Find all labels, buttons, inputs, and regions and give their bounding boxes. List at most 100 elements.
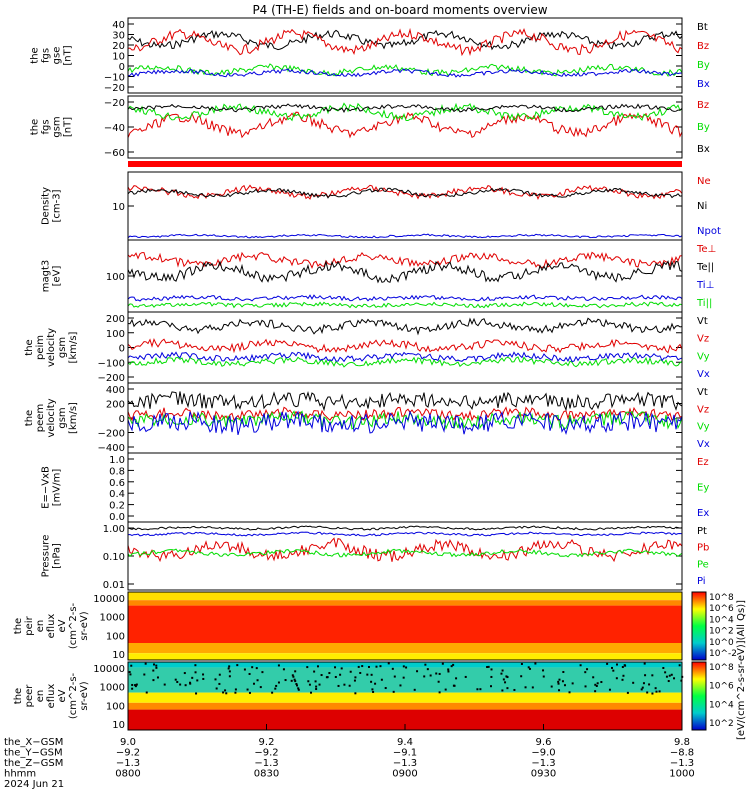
peer-speckle (563, 684, 566, 687)
peer-speckle (405, 666, 408, 669)
peer-ytick-label: 10 (112, 720, 125, 731)
peim-ylabel-line: [km/s] (68, 331, 79, 363)
peim-series-green (127, 356, 683, 368)
peer-speckle (502, 678, 505, 681)
peer-speckle (380, 678, 383, 681)
peim-legend-red: Vz (697, 334, 709, 345)
peer-speckle (612, 669, 615, 672)
temp-ylabel-line: magt3 (41, 260, 52, 293)
peer-speckle (371, 688, 374, 691)
peim-ylabel-line: peim (35, 335, 46, 360)
peer-speckle (248, 672, 251, 675)
peer-speckle (366, 673, 369, 676)
peer-ylabel: the peer en eflux eV (cm^2-s-sr-eV) (13, 672, 90, 719)
peer-band (128, 692, 682, 703)
peer-speckle (490, 675, 493, 678)
peer-speckle (282, 668, 285, 671)
peer-speckle (384, 687, 387, 690)
fgs_gsm-ylabel-line: fgs (41, 119, 52, 134)
peim-legend-green: Vy (697, 351, 710, 362)
fgs_gse-ytick-label: 10 (112, 52, 125, 63)
peem-series-red (127, 406, 683, 422)
peem-ytick-label: −200 (98, 429, 125, 440)
peer-speckle (307, 680, 310, 683)
temp-legend-red: Te⊥ (696, 244, 716, 255)
temp-ylabel: magt3 [eV] (41, 260, 63, 293)
x-row-label: the_X−GSM (4, 737, 63, 748)
fgs_gse-series-black (127, 29, 683, 51)
efield-ylabel-line: E=−VxB (41, 466, 52, 509)
peer-speckle (392, 690, 395, 693)
peer-speckle (505, 675, 508, 678)
peer-speckle (214, 678, 217, 681)
fgs_gse-ytick-label: −10 (104, 73, 125, 84)
peer-speckle (234, 688, 237, 691)
fgs_gse-ytick-label: 30 (112, 31, 125, 42)
peer-speckle (658, 690, 661, 693)
peim-legend-blue: Vx (697, 369, 710, 380)
peem-ylabel-line: gsm (57, 407, 68, 428)
peir-colorbar-tick: 10^2 (709, 627, 734, 637)
peer-speckle (623, 664, 626, 667)
fgs_gse-legend-red: Bz (697, 41, 709, 52)
peer-speckle (370, 673, 373, 676)
x-tick-value: 9.0 (120, 737, 136, 748)
peer-speckle (435, 672, 438, 675)
peer-speckle (648, 683, 651, 686)
peer-speckle (423, 675, 426, 678)
peer-speckle (562, 671, 565, 674)
peer-speckle (651, 692, 654, 695)
peer-colorbar-tick: 10^8 (709, 663, 734, 673)
x-tick-value: −1.3 (531, 758, 555, 769)
peer-speckle (622, 674, 625, 677)
peer-ytick-label: 10000 (93, 664, 125, 675)
fgs_gse-ylabel: the fgs gse [nT] (30, 45, 74, 65)
peer-speckle (294, 670, 297, 673)
peer-speckle (143, 673, 146, 676)
peer-speckle (455, 677, 458, 680)
fgs_gsm-legend-red: Bz (697, 100, 709, 111)
peer-speckle (196, 679, 199, 682)
peer-speckle (334, 666, 337, 669)
peer-ylabel-line: (cm^2-s- (68, 672, 79, 719)
peer-speckle (134, 684, 137, 687)
efield-ytick-label: 0.6 (109, 478, 125, 489)
fgs_gse-frame (127, 17, 683, 94)
peer-speckle (670, 673, 673, 676)
x-tick-value: −9.2 (116, 748, 140, 759)
peer-speckle (592, 676, 595, 679)
x-tick-value: −9.0 (531, 748, 555, 759)
efield-ytick-label: 1.0 (109, 455, 125, 466)
peer-speckle (413, 688, 416, 691)
peer-speckle (608, 688, 611, 691)
peer-band (128, 667, 682, 693)
fgs_gse-legend-black: Bt (697, 22, 708, 33)
density-series-black (127, 187, 683, 199)
peer-speckle (215, 687, 218, 690)
fgs_gsm-ylabel-line: gsm (52, 116, 63, 137)
peer-colorbar-tick: 10^6 (709, 682, 734, 692)
x-tick-value: 9.8 (674, 737, 690, 748)
peer-speckle (501, 689, 504, 692)
figure-title: P4 (TH-E) fields and on-board moments ov… (252, 3, 547, 17)
x-tick-value: 9.6 (536, 737, 552, 748)
peer-speckle (500, 672, 503, 675)
pressure-ylabel: Pressure [nPa] (41, 535, 63, 578)
peer-speckle (476, 688, 479, 691)
efield-ylabel: E=−VxB [mV/m] (41, 466, 63, 509)
peer-speckle (310, 691, 313, 694)
temp-series-blue (127, 294, 683, 302)
pressure-legend-blue: Pi (697, 576, 706, 587)
peer-speckle (375, 665, 378, 668)
pressure-ylabel-line: Pressure (41, 535, 52, 578)
x-row-label: the_Z−GSM (4, 758, 63, 769)
peer-speckle (542, 669, 545, 672)
x-tick-value: 9.2 (259, 737, 275, 748)
peer-speckle (662, 666, 665, 669)
fgs_gse-ytick-label: 40 (112, 20, 125, 31)
pressure-legend-green: Pe (697, 559, 709, 570)
peer-band (128, 702, 682, 710)
peer-speckle (621, 678, 624, 681)
peer-speckle (155, 666, 158, 669)
peer-speckle (668, 674, 671, 677)
